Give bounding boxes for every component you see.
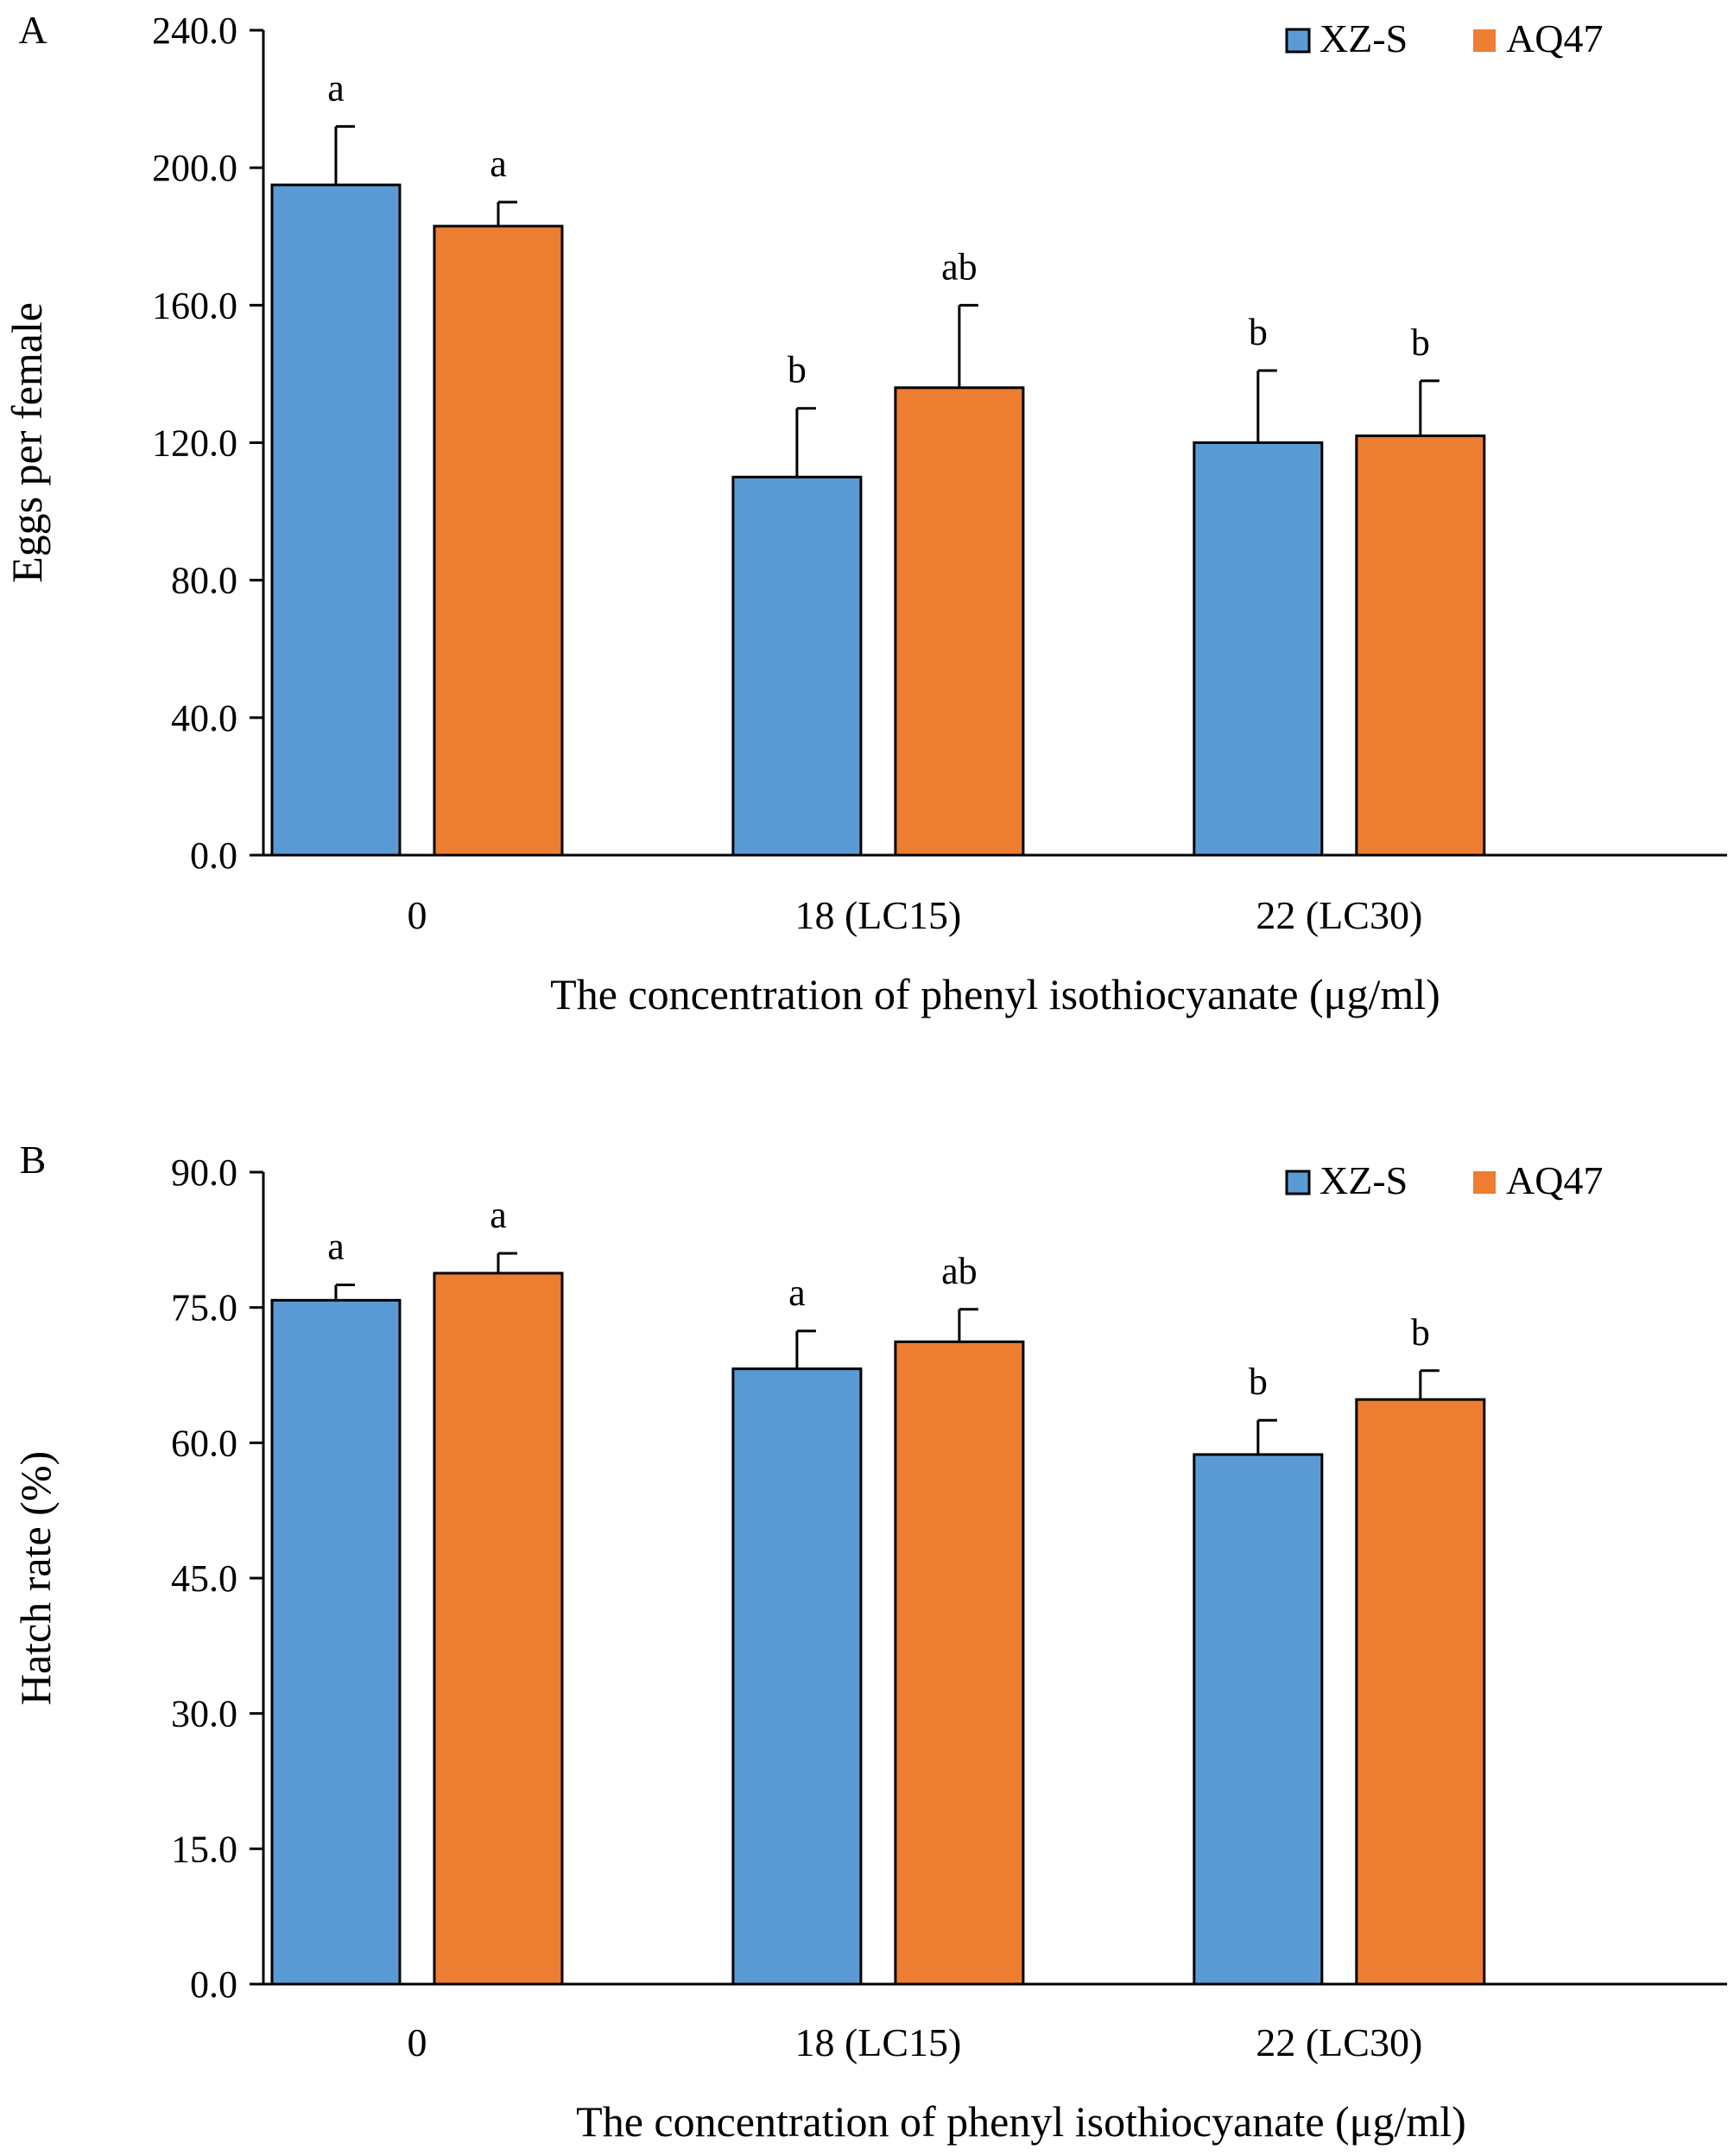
bar-xz-s-0 [270, 183, 402, 857]
legend-label-xz-s: XZ-S [1319, 1158, 1408, 1202]
bar-xz-s-1 [731, 1367, 863, 1986]
significance-letter: b [1411, 321, 1430, 364]
legend-swatch-xz-s [1285, 1170, 1311, 1195]
significance-letter: b [788, 349, 807, 391]
significance-letter: a [327, 67, 345, 109]
bar-aq47-1 [894, 1340, 1025, 1986]
y-tick-label: 120.0 [152, 422, 237, 465]
panel-label: B [20, 1138, 47, 1182]
legend: XZ-S AQ47 [1285, 1158, 1603, 1202]
x-axis-title: The concentration of phenyl isothiocyana… [576, 2097, 1466, 2146]
x-tick-label: 0 [407, 893, 427, 937]
bar-aq47-2 [1355, 434, 1486, 857]
y-tick-label: 0.0 [190, 834, 237, 877]
bar-aq47-0 [433, 225, 564, 857]
y-tick-label: 240.0 [152, 10, 237, 52]
significance-letter: b [1249, 1360, 1268, 1403]
legend-swatch-aq47 [1473, 29, 1496, 52]
y-tick-label: 45.0 [171, 1557, 237, 1600]
significance-letter: b [1249, 311, 1268, 353]
x-tick-label: 0 [407, 2020, 427, 2064]
y-tick-label: 90.0 [171, 1151, 237, 1194]
bar-xz-s-2 [1193, 1453, 1324, 1986]
legend: XZ-S AQ47 [1285, 16, 1603, 60]
y-tick-label: 60.0 [171, 1422, 237, 1464]
bar-aq47-2 [1355, 1398, 1486, 1986]
y-tick-label: 75.0 [171, 1287, 237, 1329]
y-axis-title: Eggs per female [3, 302, 51, 583]
y-tick-label: 30.0 [171, 1693, 237, 1735]
x-tick-label: 22 (LC30) [1256, 893, 1422, 937]
y-tick-label: 40.0 [171, 697, 237, 739]
significance-letter: a [490, 1194, 507, 1236]
panel-label: A [18, 8, 47, 52]
legend-swatch-xz-s [1285, 28, 1311, 54]
y-tick-label: 80.0 [171, 560, 237, 602]
significance-letter: a [327, 1226, 345, 1268]
bar-aq47-1 [894, 386, 1025, 857]
significance-letter: a [788, 1271, 806, 1314]
significance-letter: ab [941, 245, 978, 288]
significance-letter: b [1411, 1311, 1430, 1354]
bar-xz-s-0 [270, 1298, 402, 1986]
legend-label-aq47: AQ47 [1506, 1158, 1603, 1202]
y-tick-label: 15.0 [171, 1828, 237, 1870]
significance-letter: ab [941, 1250, 978, 1292]
x-tick-label: 18 (LC15) [794, 2020, 961, 2064]
chart-panel-a: Aa a 0 b ab 18 (LC15) b b 22 (LC30) 0.0 40.0 80.0 12… [3, 8, 1727, 1018]
bar-aq47-0 [433, 1271, 564, 1986]
bar-xz-s-2 [1193, 441, 1324, 857]
bar-xz-s-1 [731, 475, 863, 857]
legend-label-xz-s: XZ-S [1319, 16, 1408, 60]
y-tick-label: 200.0 [152, 147, 237, 189]
y-tick-label: 0.0 [190, 1963, 237, 2006]
y-axis-title: Hatch rate (%) [11, 1451, 60, 1705]
chart-panel-b: Ba a 0 a ab 18 (LC15) b b 22 (LC30) 0.0 15.0 30.0 45… [11, 1138, 1727, 2146]
y-tick-label: 160.0 [152, 284, 237, 327]
x-tick-label: 22 (LC30) [1256, 2020, 1422, 2064]
legend-swatch-aq47 [1473, 1171, 1496, 1194]
significance-letter: a [490, 143, 507, 185]
x-tick-label: 18 (LC15) [794, 893, 961, 937]
legend-label-aq47: AQ47 [1506, 16, 1603, 60]
x-axis-title: The concentration of phenyl isothiocyana… [550, 970, 1440, 1018]
